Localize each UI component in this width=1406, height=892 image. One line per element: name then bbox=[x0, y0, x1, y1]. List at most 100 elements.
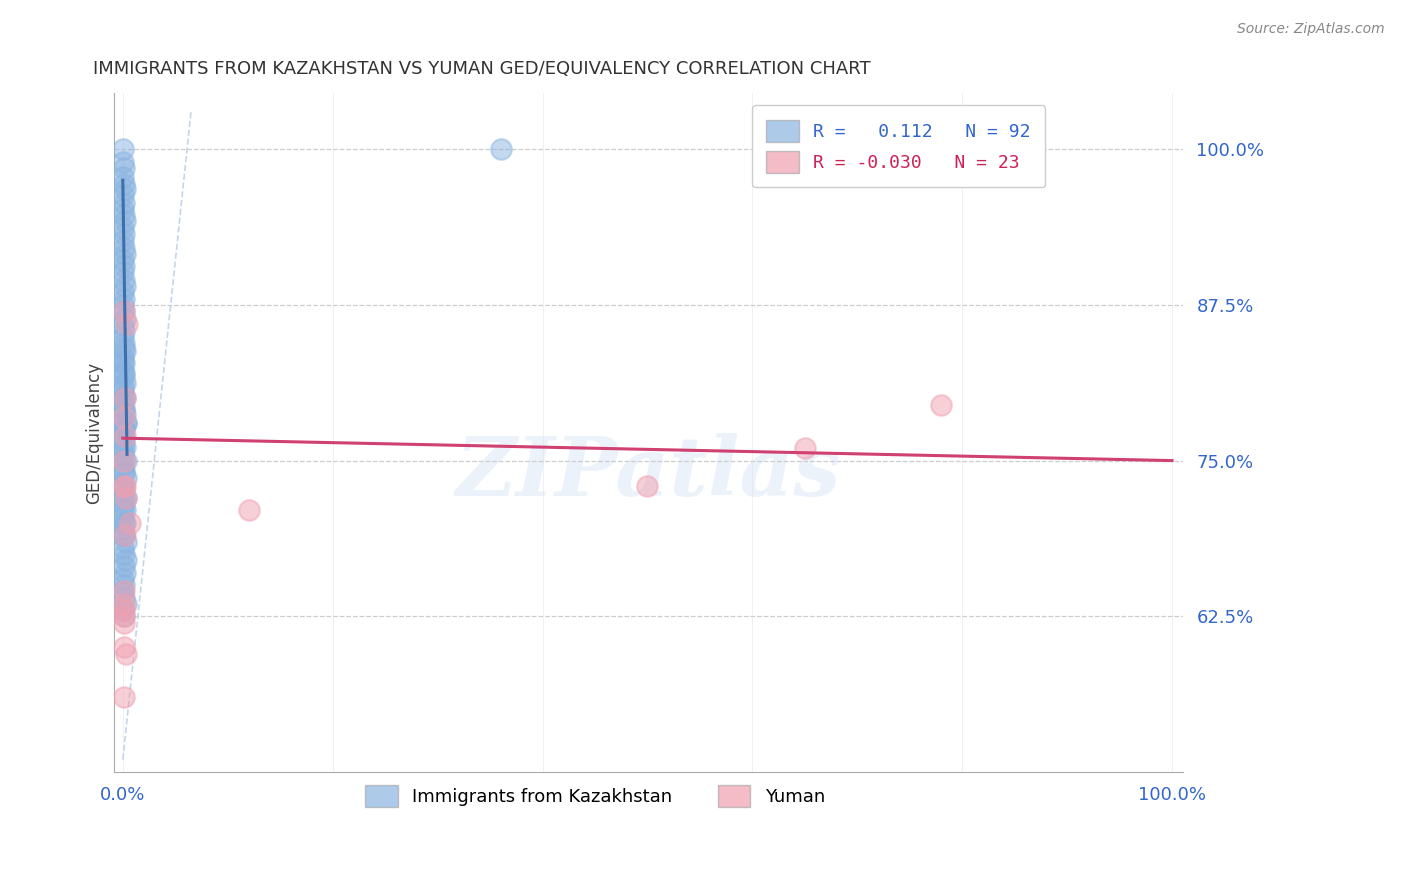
Point bbox=[115, 416, 138, 430]
Point bbox=[112, 177, 135, 191]
Point bbox=[112, 428, 135, 442]
Point bbox=[114, 440, 136, 454]
Point bbox=[115, 416, 138, 430]
Point bbox=[111, 202, 134, 216]
Point bbox=[112, 453, 135, 467]
Point bbox=[111, 441, 134, 455]
Point bbox=[115, 534, 138, 549]
Point bbox=[112, 603, 135, 617]
Point bbox=[112, 528, 135, 542]
Point bbox=[111, 252, 134, 267]
Point bbox=[111, 142, 134, 156]
Point bbox=[112, 528, 135, 542]
Point bbox=[115, 471, 138, 485]
Point bbox=[112, 615, 135, 630]
Point bbox=[111, 522, 134, 536]
Point bbox=[111, 169, 134, 184]
Point bbox=[112, 227, 135, 241]
Point bbox=[115, 453, 138, 467]
Text: ZIPatlas: ZIPatlas bbox=[456, 434, 841, 513]
Point bbox=[111, 446, 134, 460]
Point bbox=[112, 273, 135, 287]
Point bbox=[929, 398, 952, 412]
Point bbox=[115, 317, 138, 331]
Point bbox=[112, 421, 135, 435]
Point bbox=[112, 304, 135, 318]
Point bbox=[636, 478, 658, 492]
Point bbox=[115, 597, 138, 611]
Point bbox=[111, 298, 134, 312]
Point bbox=[112, 208, 135, 222]
Point bbox=[112, 578, 135, 592]
Point bbox=[489, 142, 512, 156]
Point bbox=[112, 547, 135, 561]
Point bbox=[793, 441, 815, 455]
Point bbox=[112, 304, 135, 318]
Legend: Immigrants from Kazakhstan, Yuman: Immigrants from Kazakhstan, Yuman bbox=[359, 778, 832, 814]
Point bbox=[114, 516, 136, 530]
Point bbox=[114, 408, 136, 422]
Point bbox=[111, 379, 134, 393]
Point bbox=[111, 415, 134, 429]
Point bbox=[115, 491, 138, 505]
Point bbox=[111, 285, 134, 300]
Point bbox=[112, 324, 135, 338]
Point bbox=[112, 434, 135, 448]
Point bbox=[112, 597, 135, 611]
Point bbox=[112, 336, 135, 351]
Point bbox=[112, 609, 135, 624]
Point bbox=[112, 690, 135, 705]
Point bbox=[112, 401, 135, 416]
Point bbox=[112, 161, 135, 175]
Point bbox=[111, 503, 134, 517]
Point bbox=[112, 389, 135, 403]
Point bbox=[111, 383, 134, 397]
Point bbox=[114, 478, 136, 492]
Point bbox=[114, 566, 136, 580]
Point bbox=[114, 376, 136, 391]
Point bbox=[112, 584, 135, 599]
Point bbox=[114, 428, 136, 442]
Point bbox=[111, 318, 134, 332]
Point bbox=[112, 356, 135, 370]
Point bbox=[112, 259, 135, 273]
Point bbox=[114, 246, 136, 260]
Point bbox=[111, 395, 134, 409]
Point bbox=[111, 154, 134, 169]
Text: Source: ZipAtlas.com: Source: ZipAtlas.com bbox=[1237, 22, 1385, 37]
Point bbox=[112, 516, 135, 530]
Point bbox=[111, 584, 134, 599]
Point bbox=[112, 195, 135, 210]
Point bbox=[112, 465, 135, 479]
Point bbox=[112, 409, 135, 424]
Point bbox=[114, 503, 136, 517]
Point bbox=[112, 497, 135, 511]
Point bbox=[111, 477, 134, 491]
Point bbox=[111, 188, 134, 202]
Text: IMMIGRANTS FROM KAZAKHSTAN VS YUMAN GED/EQUIVALENCY CORRELATION CHART: IMMIGRANTS FROM KAZAKHSTAN VS YUMAN GED/… bbox=[93, 60, 870, 78]
Point bbox=[111, 350, 134, 364]
Point bbox=[114, 392, 136, 406]
Point bbox=[112, 478, 135, 492]
Point bbox=[112, 609, 135, 624]
Point bbox=[111, 478, 134, 492]
Point bbox=[114, 392, 136, 406]
Point bbox=[114, 343, 136, 358]
Point bbox=[111, 330, 134, 344]
Y-axis label: GED/Equivalency: GED/Equivalency bbox=[86, 361, 103, 504]
Point bbox=[112, 342, 135, 356]
Point bbox=[112, 452, 135, 467]
Point bbox=[112, 422, 135, 436]
Point bbox=[120, 516, 142, 530]
Point bbox=[112, 241, 135, 255]
Point bbox=[114, 528, 136, 542]
Point bbox=[114, 214, 136, 228]
Point bbox=[111, 541, 134, 555]
Point bbox=[111, 603, 134, 617]
Point bbox=[112, 559, 135, 574]
Point bbox=[111, 509, 134, 524]
Point bbox=[114, 311, 136, 326]
Point bbox=[112, 491, 135, 505]
Point bbox=[111, 458, 134, 473]
Point bbox=[111, 265, 134, 279]
